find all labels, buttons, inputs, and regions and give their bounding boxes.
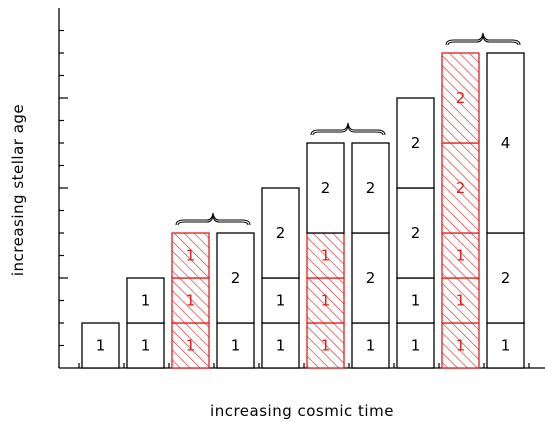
pair-brace xyxy=(175,212,251,226)
block xyxy=(216,232,255,324)
hatched-block xyxy=(441,232,480,279)
block xyxy=(396,97,435,189)
block-count-label: 1 xyxy=(501,337,511,355)
block-count-label: 1 xyxy=(411,337,421,355)
y-axis-ticks xyxy=(59,29,68,347)
block-count-label: 1 xyxy=(141,292,151,310)
hatched-block xyxy=(306,277,345,324)
pair-brace xyxy=(310,122,386,136)
block xyxy=(486,322,525,369)
block-count-label: 1 xyxy=(276,292,286,310)
block xyxy=(261,187,300,279)
y-axis-label: increasing stellar age xyxy=(9,104,27,276)
hatched-block xyxy=(441,142,480,234)
block-count-label: 1 xyxy=(231,337,241,355)
block-count-label: 2 xyxy=(231,269,241,287)
block xyxy=(396,187,435,279)
block xyxy=(216,322,255,369)
block-count-label: 1 xyxy=(96,337,106,355)
hatched-block xyxy=(171,232,210,279)
hatched-block xyxy=(441,277,480,324)
block-count-label: 1 xyxy=(456,337,466,355)
block-count-label: 2 xyxy=(456,179,466,197)
pair-brace-inner xyxy=(177,215,249,226)
block xyxy=(261,322,300,369)
block-count-label: 1 xyxy=(276,337,286,355)
pair-brace-inner xyxy=(312,125,384,136)
block xyxy=(261,277,300,324)
block xyxy=(126,277,165,324)
block xyxy=(396,322,435,369)
block-count-label: 1 xyxy=(186,292,196,310)
block xyxy=(351,232,390,324)
block-count-label: 2 xyxy=(366,179,376,197)
x-axis-label: increasing cosmic time xyxy=(210,402,394,420)
hatched-block xyxy=(441,52,480,144)
block-count-label: 1 xyxy=(456,292,466,310)
block-count-label: 4 xyxy=(501,134,511,152)
block xyxy=(486,52,525,234)
block xyxy=(126,322,165,369)
block-count-label: 2 xyxy=(276,224,286,242)
block-count-label: 2 xyxy=(411,224,421,242)
block-count-label: 2 xyxy=(366,269,376,287)
block-count-label: 1 xyxy=(366,337,376,355)
column: 1 1 1 xyxy=(171,232,210,369)
block-count-label: 1 xyxy=(411,292,421,310)
column: 1 2 4 xyxy=(486,52,525,369)
block-count-label: 2 xyxy=(456,89,466,107)
block-count-label: 1 xyxy=(321,337,331,355)
block-count-label: 1 xyxy=(456,247,466,265)
block xyxy=(351,142,390,234)
block-count-label: 1 xyxy=(186,247,196,265)
block-count-label: 2 xyxy=(321,179,331,197)
block xyxy=(81,322,120,369)
block-count-label: 1 xyxy=(141,337,151,355)
block-count-label: 2 xyxy=(501,269,511,287)
braces xyxy=(175,32,521,226)
column: 1 1 2 2 xyxy=(396,97,435,369)
block-count-label: 2 xyxy=(411,134,421,152)
block xyxy=(351,322,390,369)
hatched-block xyxy=(441,322,480,369)
hatched-block xyxy=(171,277,210,324)
column: 1 1 1 2 xyxy=(306,142,345,369)
column: 1 xyxy=(81,322,120,369)
pair-brace xyxy=(445,32,521,46)
column: 12 xyxy=(216,232,255,369)
hatched-block xyxy=(306,322,345,369)
hatched-block xyxy=(171,322,210,369)
column: 1 1 2 xyxy=(261,187,300,369)
block xyxy=(396,277,435,324)
column: 1 2 2 xyxy=(351,142,390,369)
column: 1 1 1 2 2 xyxy=(441,52,480,369)
block-count-label: 1 xyxy=(186,337,196,355)
block-count-label: 1 xyxy=(321,247,331,265)
pair-brace-inner xyxy=(447,35,519,46)
block-count-label: 1 xyxy=(321,292,331,310)
column: 11 xyxy=(126,277,165,369)
block xyxy=(306,142,345,234)
